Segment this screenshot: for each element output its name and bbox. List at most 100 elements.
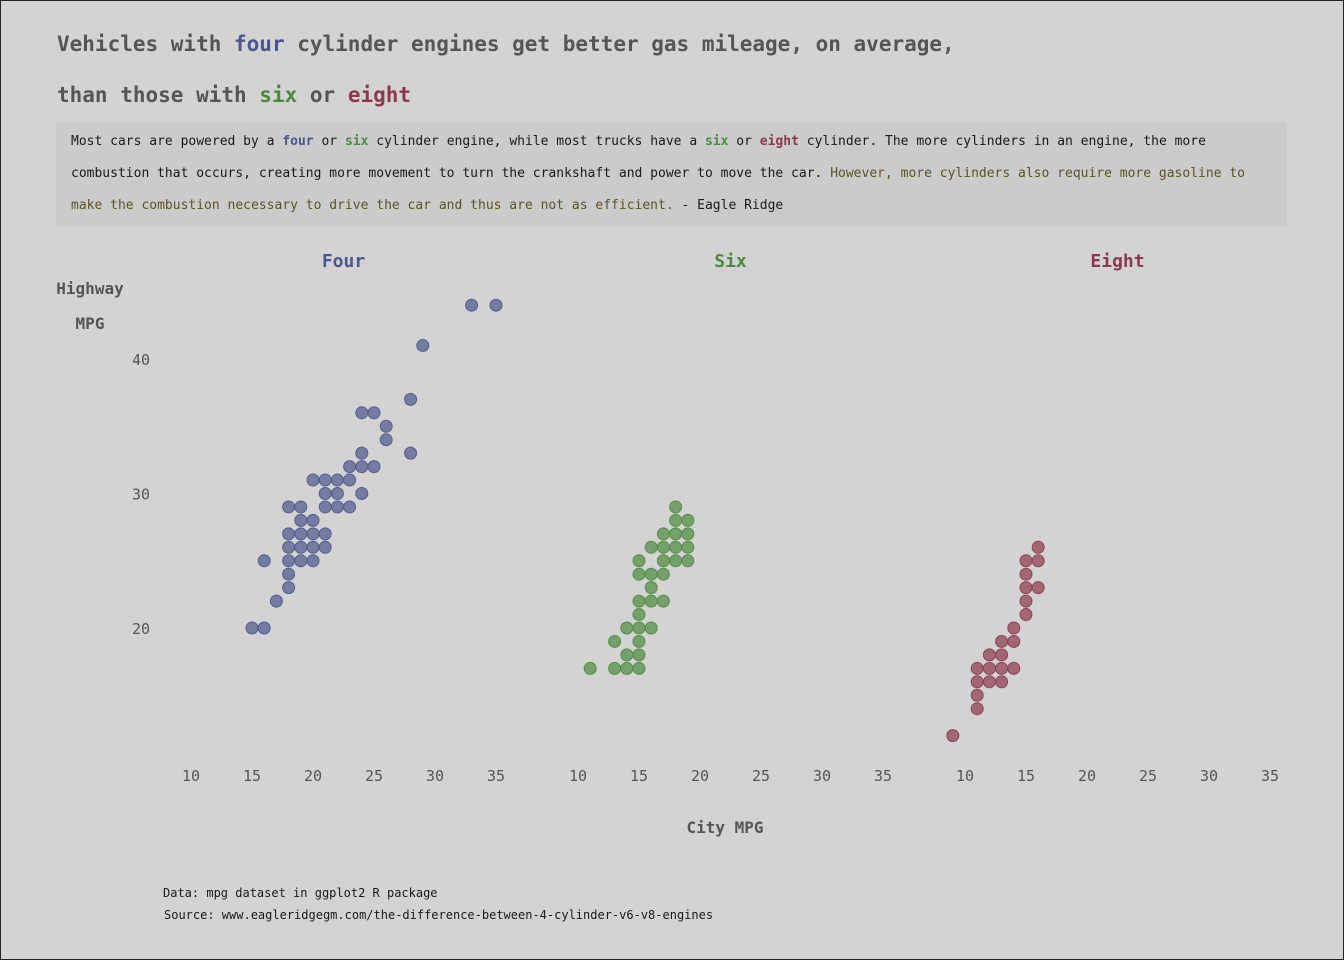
data-point <box>1019 581 1033 595</box>
x-tick-label: 25 <box>1139 767 1157 785</box>
data-point <box>282 527 296 541</box>
data-point <box>946 729 960 743</box>
data-point <box>294 513 308 527</box>
title-four: four <box>234 32 285 56</box>
x-tick-label: 10 <box>956 767 974 785</box>
data-point <box>282 554 296 568</box>
data-point <box>632 621 646 635</box>
chart-title-line-2: than those with six or eight <box>57 83 411 107</box>
data-point <box>257 554 271 568</box>
data-point <box>404 446 418 460</box>
data-point <box>970 661 984 675</box>
data-point <box>306 540 320 554</box>
data-point <box>306 513 320 527</box>
data-point <box>669 554 683 568</box>
data-point <box>330 500 344 514</box>
data-point <box>656 567 670 581</box>
x-tick-label: 25 <box>365 767 383 785</box>
data-point <box>620 648 634 662</box>
caption-eight: eight <box>759 134 799 149</box>
x-tick-label: 30 <box>813 767 831 785</box>
caption-highlight: make the combustion necessary to drive t… <box>71 198 674 213</box>
data-point <box>669 500 683 514</box>
y-axis-label-line-1: Highway <box>56 279 124 298</box>
data-point <box>257 621 271 635</box>
data-point <box>656 554 670 568</box>
title-text: cylinder engines get better gas mileage,… <box>284 32 955 56</box>
footer-data: Data: mpg dataset in ggplot2 R package <box>163 886 438 900</box>
data-point <box>416 339 430 353</box>
x-tick-label: 35 <box>1261 767 1279 785</box>
caption-line-3: make the combustion necessary to drive t… <box>71 198 783 213</box>
y-axis-label-line-2: MPG <box>76 314 105 333</box>
x-tick-label: 25 <box>752 767 770 785</box>
data-point <box>1031 581 1045 595</box>
title-text: or <box>297 83 348 107</box>
data-point <box>632 661 646 675</box>
caption-text: or <box>313 134 345 149</box>
data-point <box>608 634 622 648</box>
data-point <box>669 527 683 541</box>
x-tick-label: 20 <box>691 767 709 785</box>
data-point <box>995 634 1009 648</box>
data-point <box>970 702 984 716</box>
data-point <box>982 648 996 662</box>
chart-title-line-1: Vehicles with four cylinder engines get … <box>57 32 955 56</box>
data-point <box>355 487 369 500</box>
data-point <box>669 540 683 554</box>
data-point <box>343 460 357 474</box>
data-point <box>318 540 332 554</box>
data-point <box>681 554 695 568</box>
data-point <box>1019 594 1033 608</box>
data-point <box>632 648 646 662</box>
title-eight: eight <box>347 83 412 107</box>
caption-text: Most cars are powered by a <box>71 134 283 149</box>
data-point <box>294 554 308 568</box>
data-point <box>644 581 658 595</box>
y-tick-label: 20 <box>132 620 150 638</box>
data-point <box>656 540 670 554</box>
data-point <box>644 621 658 635</box>
x-tick-label: 30 <box>426 767 444 785</box>
data-point <box>269 594 283 608</box>
data-point <box>318 473 332 487</box>
data-point <box>379 419 393 433</box>
data-point <box>632 554 646 568</box>
x-tick-label: 15 <box>1017 767 1035 785</box>
data-point <box>669 513 683 527</box>
data-point <box>245 621 259 635</box>
caption-text: cylinder. The more cylinders in an engin… <box>798 134 1206 149</box>
data-point <box>355 406 369 420</box>
data-point <box>306 473 320 487</box>
x-tick-label: 35 <box>874 767 892 785</box>
data-point <box>294 527 308 541</box>
data-point <box>995 661 1009 675</box>
caption-highlight: However, more cylinders also require mor… <box>830 166 1246 181</box>
data-point <box>282 500 296 514</box>
data-point <box>318 500 332 514</box>
data-point <box>367 406 381 420</box>
data-point <box>620 621 634 635</box>
x-axis-label: City MPG <box>686 818 763 837</box>
data-point <box>656 527 670 541</box>
data-point <box>1007 634 1021 648</box>
caption-text: or <box>728 134 760 149</box>
facet-label: Six <box>714 251 747 272</box>
data-point <box>1031 554 1045 568</box>
data-point <box>681 513 695 527</box>
data-point <box>1007 621 1021 635</box>
data-point <box>367 460 381 474</box>
data-point <box>330 473 344 487</box>
data-point <box>681 527 695 541</box>
data-point <box>355 446 369 460</box>
data-point <box>1019 567 1033 581</box>
data-point <box>970 675 984 689</box>
footer-source: Source: www.eagleridgegm.com/the-differe… <box>164 908 714 922</box>
data-point <box>282 567 296 581</box>
caption-four: four <box>282 134 314 149</box>
data-point <box>656 594 670 608</box>
data-point <box>343 473 357 487</box>
data-point <box>644 540 658 554</box>
data-point <box>583 661 597 675</box>
data-point <box>489 298 503 312</box>
